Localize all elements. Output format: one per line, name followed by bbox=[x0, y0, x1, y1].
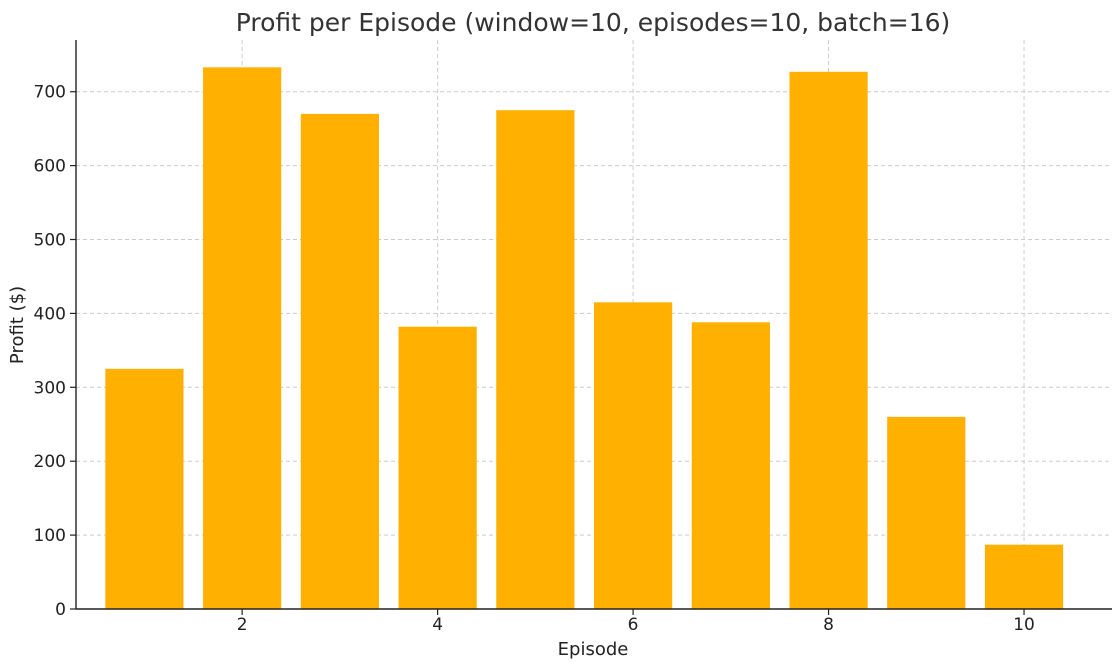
x-tick-label: 2 bbox=[237, 615, 248, 635]
y-tick-label: 400 bbox=[34, 304, 66, 324]
y-tick-label: 300 bbox=[34, 378, 66, 398]
y-tick-label: 700 bbox=[34, 83, 66, 103]
bar-episode-10 bbox=[984, 544, 1064, 609]
bar-episode-9 bbox=[887, 416, 966, 609]
bar-episode-6 bbox=[594, 302, 673, 609]
bar-episode-8 bbox=[789, 71, 868, 609]
bar-episode-2 bbox=[203, 67, 282, 610]
bar-episode-7 bbox=[691, 322, 770, 609]
bar-episode-3 bbox=[300, 113, 379, 609]
bar-episode-5 bbox=[496, 110, 575, 610]
bar-layer bbox=[105, 67, 1064, 610]
tick-layer: 0 100 200 300 400 500 600 700 2 4 6 8 10 bbox=[34, 83, 1035, 635]
chart-title: Profit per Episode (window=10, episodes=… bbox=[236, 8, 951, 37]
x-tick-label: 10 bbox=[1013, 615, 1035, 635]
bar-episode-4 bbox=[398, 326, 477, 609]
x-tick-label: 6 bbox=[628, 615, 639, 635]
y-tick-label: 0 bbox=[55, 600, 66, 620]
bar-episode-1 bbox=[105, 368, 184, 609]
axis-layer bbox=[75, 40, 1112, 610]
x-tick-label: 4 bbox=[432, 615, 443, 635]
y-axis-label: Profit ($) bbox=[7, 286, 28, 364]
x-axis-label: Episode bbox=[558, 639, 629, 660]
y-tick-label: 600 bbox=[34, 157, 66, 177]
y-tick-label: 200 bbox=[34, 452, 66, 472]
x-tick-label: 8 bbox=[823, 615, 834, 635]
y-tick-label: 100 bbox=[34, 526, 66, 546]
y-tick-label: 500 bbox=[34, 231, 66, 251]
